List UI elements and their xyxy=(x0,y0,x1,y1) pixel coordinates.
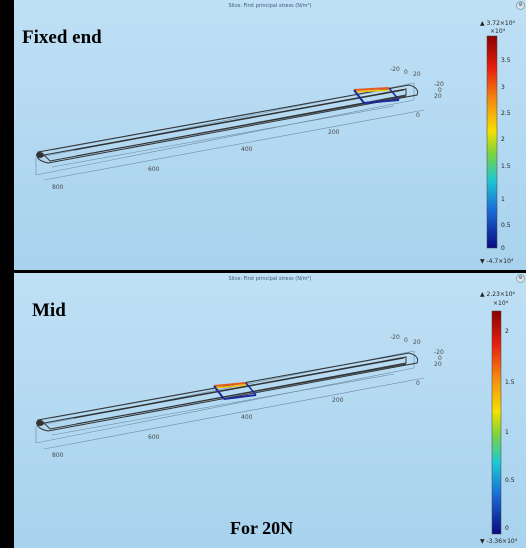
beam-wireframe xyxy=(36,352,419,432)
stress-slice xyxy=(213,382,257,400)
tick-label: 0 xyxy=(416,112,420,119)
tick-label: 800 xyxy=(52,452,64,459)
tick-label: 0 xyxy=(416,380,420,387)
load-caption: For 20N xyxy=(230,518,294,538)
tick-label: 600 xyxy=(148,434,160,441)
colorbar-tick: 1.5 xyxy=(501,163,511,170)
colorbar-tick: 0.5 xyxy=(501,222,511,229)
colorbar-exponent: ×10⁴ xyxy=(493,300,509,307)
colorbar-tick: 0 xyxy=(505,525,509,532)
tick-label: -20 xyxy=(434,349,444,356)
plot-panel-mid: Slice: First principal stress (N/m²) Mid… xyxy=(14,273,526,548)
colorbar-min: ▼ -3.36×10⁴ xyxy=(480,538,518,545)
axis-tick-labels: -20 0 20 -20 0 20 0 200 400 600 800 xyxy=(52,334,444,459)
tick-label: 800 xyxy=(52,184,64,191)
panel-label: Fixed end xyxy=(22,27,102,48)
colorbar-tick: 3.5 xyxy=(501,57,511,64)
fixed-end-cap xyxy=(36,152,44,158)
axis-tick-labels: -20 0 20 -20 0 20 0 200 400 600 800 xyxy=(52,66,444,191)
settings-icon[interactable]: ⚙ xyxy=(516,1,525,10)
tick-label: 200 xyxy=(328,129,340,136)
tick-label: 600 xyxy=(148,166,160,173)
colorbar-tick: 1 xyxy=(505,429,509,436)
colorbar-tick: 2.5 xyxy=(501,110,511,117)
axis-grid xyxy=(35,350,425,450)
tick-label: 0 xyxy=(404,337,408,344)
plot-panel-fixed-end: Slice: First principal stress (N/m²) Fix… xyxy=(14,0,526,270)
tick-label: 20 xyxy=(413,339,421,346)
tick-label: 400 xyxy=(241,414,253,421)
slice-title: Slice: First principal stress (N/m²) xyxy=(228,276,312,282)
settings-icon[interactable]: ⚙ xyxy=(516,274,525,283)
colorbar-tick: 3 xyxy=(501,84,505,91)
colorbar xyxy=(491,310,502,535)
stress-slice xyxy=(353,87,400,104)
slice-title: Slice: First principal stress (N/m²) xyxy=(228,3,312,9)
tick-label: 20 xyxy=(434,361,442,368)
tick-label: 0 xyxy=(438,87,442,94)
tick-label: -20 xyxy=(390,334,400,341)
tick-label: -20 xyxy=(390,66,400,73)
colorbar-tick: 1 xyxy=(501,196,505,203)
tick-label: 0 xyxy=(438,355,442,362)
tick-label: -20 xyxy=(434,81,444,88)
colorbar-tick: 0 xyxy=(501,245,505,252)
tick-label: 400 xyxy=(241,146,253,153)
colorbar-tick: 2 xyxy=(501,136,505,143)
end-cap xyxy=(36,420,44,426)
tick-label: 20 xyxy=(413,71,421,78)
beam-3d-view[interactable]: -20 0 20 -20 0 20 0 200 400 600 800 xyxy=(14,273,526,548)
tick-label: 200 xyxy=(332,397,344,404)
colorbar-max: ▲ 2.23×10⁴ xyxy=(480,291,515,298)
tick-label: 0 xyxy=(404,69,408,76)
colorbar xyxy=(486,35,498,249)
beam-wireframe xyxy=(36,84,419,164)
axis-grid xyxy=(35,82,425,181)
colorbar-tick: 1.5 xyxy=(505,379,515,386)
beam-3d-view[interactable]: -20 0 20 -20 0 20 0 200 400 600 800 xyxy=(14,0,526,270)
panel-label: Mid xyxy=(32,300,66,321)
colorbar-min: ▼ -4.7×10⁴ xyxy=(480,258,514,265)
colorbar-max: ▲ 3.72×10⁴ xyxy=(480,20,515,27)
colorbar-tick: 2 xyxy=(505,328,509,335)
tick-label: 20 xyxy=(434,93,442,100)
colorbar-tick: 0.5 xyxy=(505,477,515,484)
colorbar-exponent: ×10⁴ xyxy=(490,28,506,35)
